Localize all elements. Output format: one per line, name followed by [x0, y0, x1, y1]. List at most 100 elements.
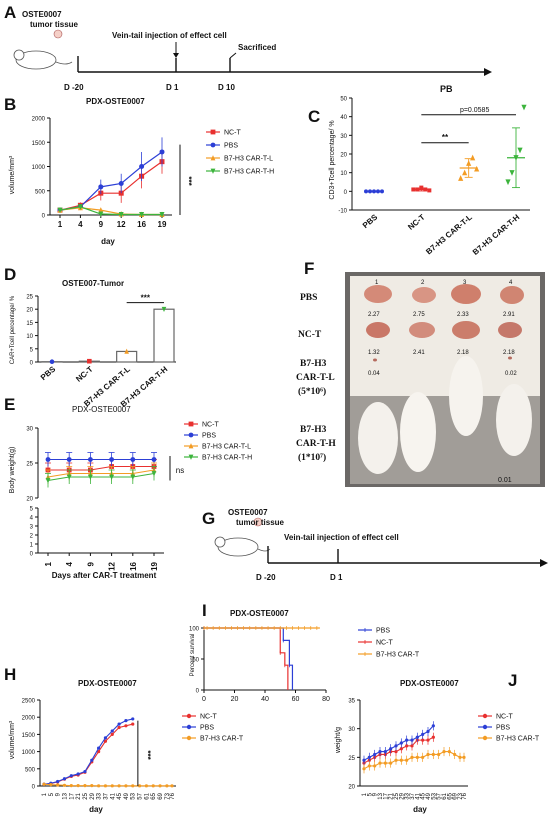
tumor-samples: [364, 284, 524, 362]
chart-j-point: [431, 724, 435, 728]
chart-i-legend-label: NC-T: [376, 640, 393, 647]
chart-h-point: [90, 758, 94, 762]
panel-c: C PB CD3+Tcell percentage/ % -10 0 10 20 30 4…: [308, 84, 530, 257]
chart-b-xlabel: day: [101, 237, 115, 246]
g-tick-d-minus20: D -20: [256, 573, 276, 582]
chart-j-xtick-label: 73: [458, 792, 464, 799]
chart-h-xtick-label: 76: [170, 792, 176, 799]
injection-label: Vein-tail injection of effect cell: [112, 31, 227, 40]
chart-c-plot: -10 0 10 20 30 40 50 PBS NC-TB7-H3 CAR-T-LB7-H3 …: [338, 97, 530, 257]
chart-e-legend-marker-3: [188, 454, 194, 460]
chart-j-xtick-label: 29: [399, 792, 405, 799]
chart-h-point: [110, 729, 114, 733]
chart-h-point: [97, 746, 101, 750]
chart-i-ytick-label: 100: [189, 627, 200, 633]
chart-j-point: [410, 738, 414, 742]
chart-b-legend-label-1: PBS: [224, 143, 238, 150]
chart-e-ytick-label: 20: [26, 497, 33, 503]
chart-h-point: [158, 784, 162, 788]
chart-i-xtick-label: 40: [261, 696, 269, 703]
tick-d1: D 1: [166, 83, 179, 92]
chart-j-point: [405, 738, 409, 742]
chart-i-ylabel: Percent survival: [190, 634, 196, 677]
chart-e-ylabel: Body weight(g): [9, 447, 16, 494]
f-w-nct-2: 2.41: [413, 350, 425, 356]
chart-c-ytick-label: -10: [338, 209, 347, 215]
chart-e-xtick-label: 4: [65, 561, 74, 566]
chart-h-point: [110, 784, 114, 788]
panel-letter-h: H: [4, 665, 16, 684]
panel-letter-f: F: [304, 259, 314, 278]
panel-letter-j: J: [508, 671, 517, 690]
chart-b-point: [159, 149, 165, 155]
chart-b-series-3: [59, 206, 162, 216]
chart-j-point: [394, 750, 398, 754]
chart-h-point: [69, 774, 73, 778]
f-col-4: 4: [509, 280, 513, 286]
chart-e-point: [45, 457, 51, 462]
chart-j-point: [431, 752, 435, 757]
chart-e-point: [109, 474, 114, 480]
chart-h-axes: [39, 700, 176, 787]
chart-j-point: [421, 755, 425, 759]
chart-j-point: [462, 755, 466, 759]
g-tick-d1: D 1: [330, 573, 343, 582]
f-w-nct-3: 2.18: [457, 350, 469, 356]
chart-h-point: [76, 784, 80, 788]
chart-b-ylabel: volume/mm³: [9, 155, 16, 194]
chart-j-point: [458, 755, 462, 759]
chart-e-series-2: [47, 469, 155, 478]
chart-e-series-0: [48, 465, 154, 471]
panel-h: H PDX-OSTE0007 volume/mm³ day 0500100015…: [4, 665, 244, 814]
chart-b-point: [139, 212, 145, 218]
chart-h-point: [83, 784, 87, 788]
chart-h-point: [83, 769, 87, 774]
chart-h-point: [144, 784, 148, 788]
chart-j-point: [362, 767, 366, 771]
chart-h-point: [131, 784, 135, 788]
chart-i-ytick-label: 0: [196, 689, 200, 695]
chart-j-point: [383, 761, 387, 765]
chart-c-title: PB: [440, 84, 453, 94]
chart-j-point: [362, 758, 366, 762]
chart-j-xtick-label: 9: [373, 792, 379, 796]
chart-h-xtick-label: 49: [124, 792, 130, 799]
panel-letter-e: E: [4, 395, 15, 414]
chart-e-ytick-label: 5: [30, 507, 34, 513]
chart-b-axes: [49, 118, 172, 216]
chart-j-point: [410, 744, 414, 748]
chart-j-legend-label-0: NC-T: [496, 714, 513, 721]
chart-h-legend-marker-1: [186, 724, 192, 730]
chart-e-point: [151, 457, 157, 462]
chart-b-point: [98, 184, 104, 190]
chart-j-legend-marker-0: [482, 713, 488, 719]
f-col-2: 2: [421, 280, 425, 286]
chart-j-ytick-label: 25: [348, 756, 355, 762]
chart-h-point: [103, 739, 108, 743]
chart-h-ytick-label: 2500: [22, 699, 36, 705]
chart-b-point: [118, 212, 124, 218]
chart-d-annotation: ***: [141, 294, 151, 303]
chart-h-xtick-label: 33: [97, 792, 103, 799]
chart-h-xtick-label: 29: [90, 792, 96, 799]
chart-j-xtick-label: 13: [378, 792, 384, 799]
chart-e-xtick-label: 16: [129, 561, 138, 570]
chart-c-point: [470, 154, 476, 161]
chart-b-ytick-label: 2000: [32, 117, 46, 123]
chart-j-point: [405, 744, 409, 748]
chart-b-xtick-label: 9: [99, 220, 104, 229]
chart-j-point: [373, 752, 377, 757]
chart-c-point: [505, 179, 511, 186]
f-row-h-2: CAR-T-H: [296, 439, 336, 449]
chart-h-point: [110, 732, 114, 737]
chart-j-xlabel: day: [413, 805, 427, 814]
syringe-icon: [53, 29, 63, 39]
chart-i-title: PDX-OSTE0007: [230, 609, 289, 618]
chart-h-point: [56, 783, 60, 787]
f-row-h-1: B7-H3: [300, 425, 327, 435]
chart-b-annotation: ***: [184, 176, 193, 186]
chart-d-xtick-label: PBS: [39, 364, 58, 382]
chart-c-point: [509, 170, 515, 176]
chart-d-ylabel: CAR+Tcell percentage/ %: [10, 295, 16, 364]
